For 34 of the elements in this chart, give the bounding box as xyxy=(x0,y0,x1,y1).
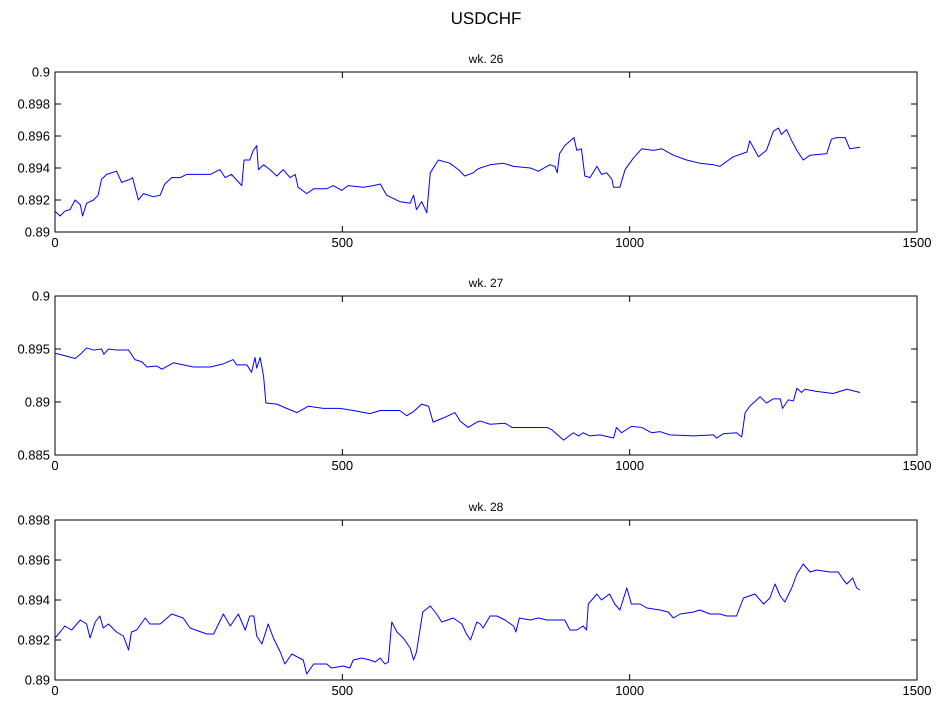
y-tick-label: 0.9 xyxy=(32,64,50,80)
y-tick-label: 0.892 xyxy=(17,632,50,648)
x-tick-label: 500 xyxy=(331,683,354,698)
y-tick-label: 0.9 xyxy=(32,288,50,304)
chart-subtitle: wk. 26 xyxy=(468,52,504,66)
y-tick-label: 0.892 xyxy=(17,192,50,208)
x-tick-label: 500 xyxy=(331,235,354,250)
y-tick-label: 0.894 xyxy=(17,160,50,176)
x-tick-label: 1000 xyxy=(615,683,644,698)
y-tick-label: 0.896 xyxy=(17,552,50,568)
y-tick-label: 0.895 xyxy=(17,342,50,356)
y-tick-label: 0.89 xyxy=(24,224,50,240)
x-tick-label: 0 xyxy=(51,683,59,698)
line-series xyxy=(54,564,861,674)
chart-title: wk. 28 xyxy=(468,500,504,514)
x-tick-label: 1500 xyxy=(902,458,932,473)
y-tick-label: 0.894 xyxy=(17,592,50,608)
chart-title: wk. 27 xyxy=(468,276,504,290)
x-tick-label: 500 xyxy=(331,458,354,473)
x-tick-label: 0 xyxy=(51,235,59,250)
chart-title: USDCHF xyxy=(450,9,522,28)
x-tick-label: 1500 xyxy=(902,683,932,698)
y-tick-label: 0.898 xyxy=(17,512,50,528)
line-series xyxy=(54,347,861,441)
y-tick-label: 0.885 xyxy=(17,448,50,462)
line-series xyxy=(54,128,861,216)
y-tick-label: 0.89 xyxy=(24,394,50,410)
y-tick-label: 0.89 xyxy=(24,672,50,688)
x-tick-label: 0 xyxy=(51,458,59,473)
y-tick-label: 0.896 xyxy=(17,128,50,144)
x-tick-label: 1000 xyxy=(615,458,644,473)
y-tick-label: 0.898 xyxy=(17,96,50,112)
x-tick-label: 1000 xyxy=(615,235,644,250)
x-tick-label: 1500 xyxy=(902,235,932,250)
